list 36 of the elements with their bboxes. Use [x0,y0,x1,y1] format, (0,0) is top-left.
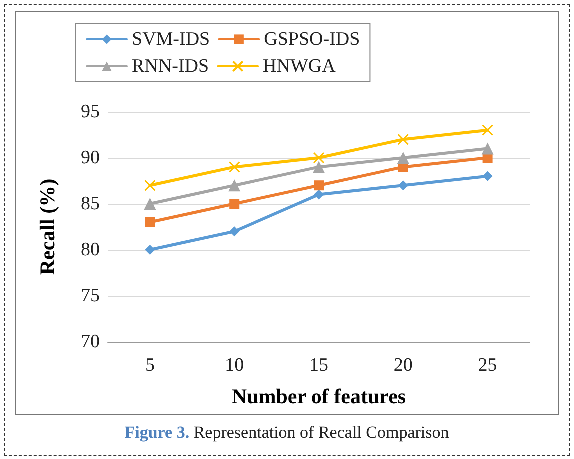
point [314,180,324,191]
point [313,161,325,174]
y-tick-label: 90 [81,148,100,168]
legend-label: RNN-IDS [132,56,210,77]
point [482,171,493,182]
legend-label: HNWGA [263,56,336,77]
caption: Figure 3. Representation of Recall Comparison [124,423,450,443]
point [482,124,494,136]
x-tick-label: 25 [478,355,498,376]
point [230,226,240,237]
x-tick-label: 5 [145,355,155,376]
x-tick-label: 20 [394,355,413,376]
point [145,245,156,255]
y-tick-label: 95 [81,102,100,122]
point [482,142,494,155]
y-axis-title: Recall (%) [36,178,60,276]
y-tick-label: 70 [81,332,100,352]
x-tick-label: 15 [310,355,328,376]
point [144,198,156,210]
point [397,152,410,164]
point [398,180,408,191]
point [230,199,240,209]
x-axis-title: Number of features [232,384,406,408]
point [313,152,325,164]
point [398,134,410,146]
legend-label: GSPSO-IDS [264,29,360,50]
y-tick-label: 85 [81,194,100,214]
y-tick-label: 75 [81,286,100,306]
y-tick-label: 80 [81,240,100,260]
point [228,161,240,173]
point [145,217,156,228]
point [314,190,324,200]
legend-label: SVM-IDS [132,29,210,50]
point [144,180,156,192]
point [228,180,241,192]
x-tick-label: 10 [225,355,244,376]
